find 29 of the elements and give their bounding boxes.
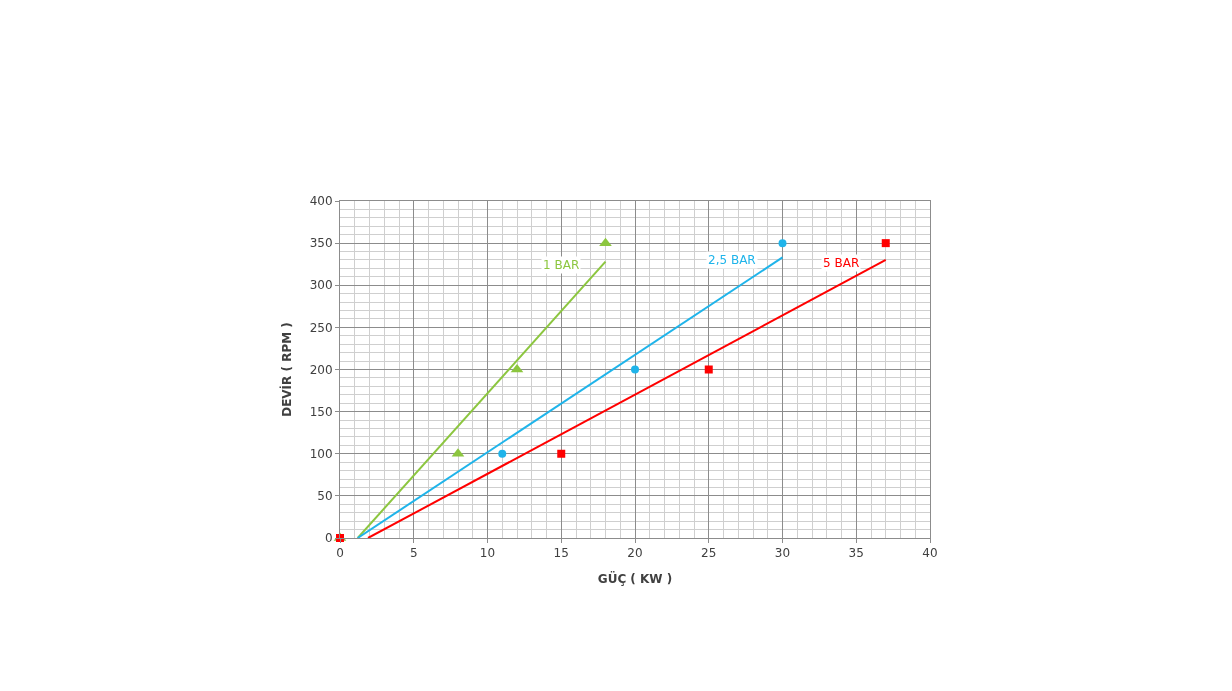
point [498,449,507,458]
y-tick-label: 100 [309,446,333,461]
y-tick-label: 0 [324,531,333,546]
point [557,449,566,458]
x-tick-label: 25 [701,546,717,561]
x-tick-label: 15 [553,546,569,561]
y-axis-title: DEVİR ( RPM ) [278,322,294,417]
y-tick-label: 200 [309,362,333,377]
x-axis-title: GÜÇ ( KW ) [597,571,673,587]
x-tick-label: 30 [774,546,791,561]
point [881,239,890,248]
point [778,239,787,248]
y-tick-label: 400 [309,194,333,209]
y-tick-label: 300 [309,278,333,293]
series-label: 1 BAR [543,258,580,272]
y-tick-label: 250 [309,320,333,335]
x-tick-label: 10 [479,546,496,561]
point [704,365,713,374]
x-tick-label: 5 [409,546,418,561]
y-tick-label: 50 [317,489,333,504]
x-tick-label: 20 [627,546,643,561]
y-tick-label: 150 [309,404,333,419]
y-tick-label: 350 [309,236,333,251]
series-label: 5 BAR [823,256,860,270]
series-label: 2,5 BAR [708,253,756,267]
point [631,365,639,374]
x-tick-label: 0 [336,546,344,561]
x-tick-label: 40 [922,546,938,561]
x-tick-label: 35 [848,546,864,561]
